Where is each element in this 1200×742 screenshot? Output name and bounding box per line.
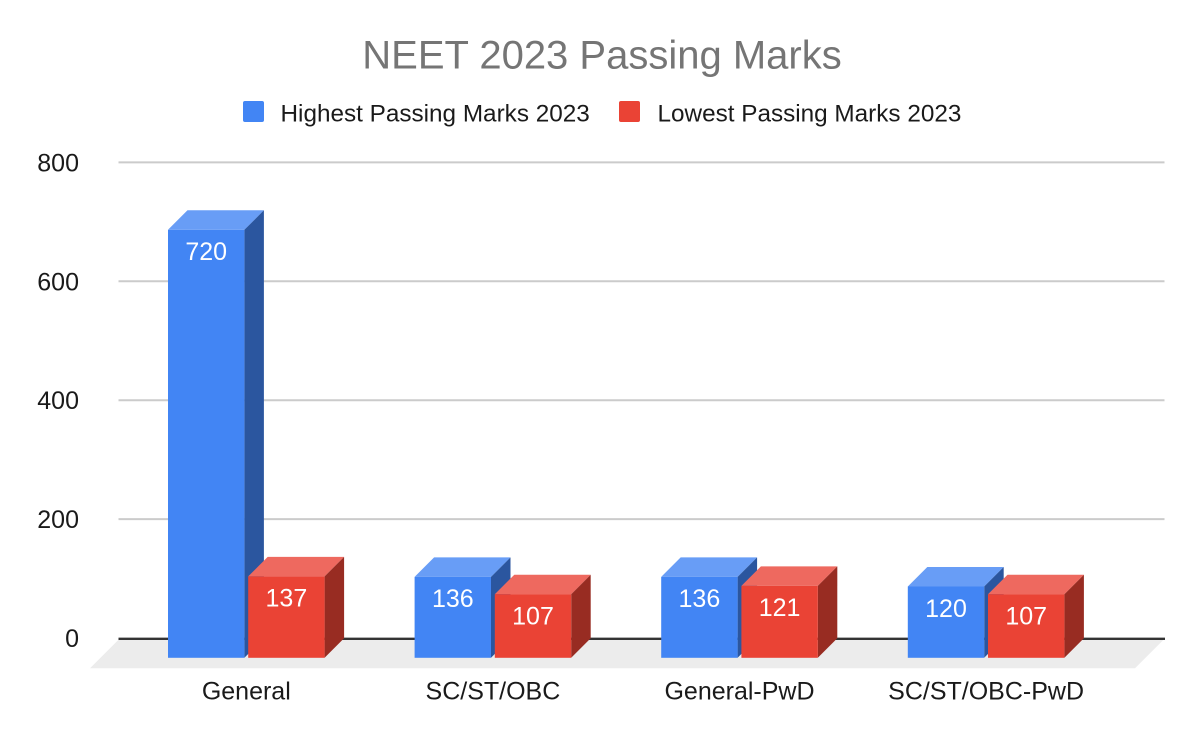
svg-text:General-PwD: General-PwD: [664, 678, 814, 706]
svg-text:107: 107: [1005, 603, 1047, 631]
svg-text:SC/ST/OBC-PwD: SC/ST/OBC-PwD: [888, 678, 1084, 706]
svg-text:General: General: [202, 678, 291, 706]
svg-text:SC/ST/OBC: SC/ST/OBC: [426, 678, 561, 706]
svg-text:Highest Passing Marks 2023: Highest Passing Marks 2023: [281, 101, 590, 128]
svg-text:120: 120: [925, 595, 967, 623]
svg-text:600: 600: [37, 268, 79, 296]
svg-text:136: 136: [432, 585, 474, 613]
svg-text:137: 137: [266, 585, 308, 613]
svg-text:Lowest Passing Marks 2023: Lowest Passing Marks 2023: [658, 101, 962, 128]
svg-text:107: 107: [512, 603, 554, 631]
svg-text:200: 200: [37, 506, 79, 534]
svg-text:136: 136: [679, 585, 721, 613]
svg-text:NEET 2023 Passing Marks: NEET 2023 Passing Marks: [362, 34, 841, 78]
svg-text:720: 720: [185, 238, 227, 266]
svg-text:400: 400: [37, 387, 79, 415]
svg-text:121: 121: [759, 594, 801, 622]
svg-text:800: 800: [37, 149, 79, 177]
svg-text:0: 0: [65, 625, 79, 653]
